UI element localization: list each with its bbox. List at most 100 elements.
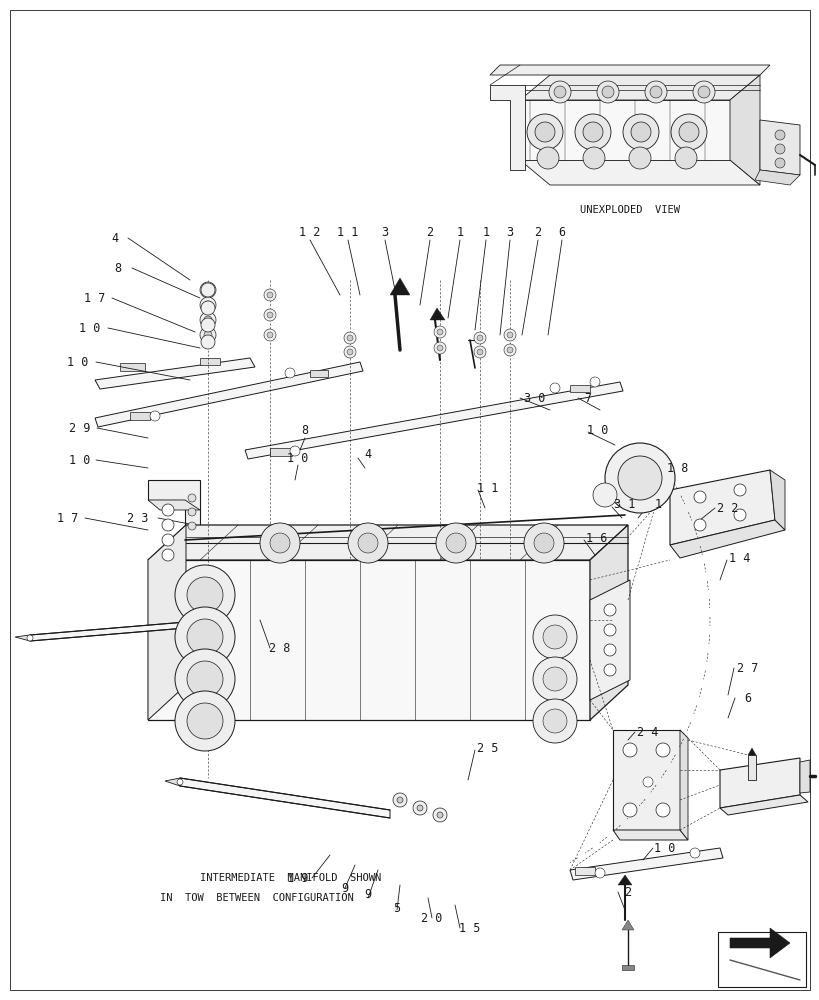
- Polygon shape: [569, 848, 722, 880]
- Polygon shape: [669, 520, 784, 558]
- Circle shape: [604, 604, 615, 616]
- Polygon shape: [719, 795, 807, 815]
- Text: 1 0: 1 0: [287, 452, 308, 464]
- Circle shape: [392, 793, 406, 807]
- Circle shape: [150, 411, 160, 421]
- Circle shape: [187, 661, 223, 697]
- Text: 3: 3: [506, 226, 513, 238]
- Circle shape: [27, 635, 33, 641]
- Polygon shape: [618, 875, 631, 885]
- Text: 1 0: 1 0: [79, 322, 101, 334]
- Circle shape: [437, 329, 442, 335]
- Circle shape: [433, 326, 446, 338]
- Polygon shape: [769, 470, 784, 530]
- Text: UNEXPLODED  VIEW: UNEXPLODED VIEW: [579, 205, 679, 215]
- Polygon shape: [147, 525, 186, 720]
- Text: 1 1: 1 1: [477, 482, 498, 494]
- Bar: [130, 412, 150, 420]
- Text: 9: 9: [364, 888, 371, 902]
- Circle shape: [532, 657, 577, 701]
- Circle shape: [446, 533, 465, 553]
- Circle shape: [204, 286, 212, 294]
- Circle shape: [200, 312, 215, 328]
- Circle shape: [174, 607, 235, 667]
- Circle shape: [200, 297, 215, 313]
- Circle shape: [645, 81, 666, 103]
- Circle shape: [477, 349, 482, 355]
- Polygon shape: [590, 525, 627, 720]
- Text: 1 9: 1 9: [287, 871, 308, 884]
- Polygon shape: [747, 748, 755, 755]
- Text: 2 2: 2 2: [717, 502, 738, 514]
- Polygon shape: [754, 170, 799, 185]
- Text: 1: 1: [654, 498, 661, 512]
- Polygon shape: [519, 100, 729, 160]
- Text: 3 0: 3 0: [523, 391, 545, 404]
- Circle shape: [532, 615, 577, 659]
- Circle shape: [604, 624, 615, 636]
- Circle shape: [774, 130, 784, 140]
- Circle shape: [523, 523, 563, 563]
- Text: 3 1: 3 1: [613, 498, 635, 512]
- Circle shape: [260, 523, 300, 563]
- Polygon shape: [429, 308, 445, 320]
- Text: 1 1: 1 1: [337, 226, 358, 238]
- Text: 8: 8: [115, 261, 121, 274]
- Circle shape: [269, 533, 290, 553]
- Circle shape: [200, 282, 215, 298]
- Circle shape: [670, 114, 706, 150]
- Polygon shape: [669, 470, 774, 545]
- Bar: [717, 932, 805, 987]
- Circle shape: [187, 619, 223, 655]
- Circle shape: [542, 625, 566, 649]
- Circle shape: [774, 158, 784, 168]
- Circle shape: [267, 332, 273, 338]
- Circle shape: [504, 344, 515, 356]
- Circle shape: [527, 114, 563, 150]
- Circle shape: [201, 283, 215, 297]
- Circle shape: [473, 346, 486, 358]
- Circle shape: [506, 332, 513, 338]
- Circle shape: [554, 86, 565, 98]
- Text: 1: 1: [482, 226, 489, 238]
- Circle shape: [417, 805, 423, 811]
- Circle shape: [187, 703, 223, 739]
- Circle shape: [177, 779, 183, 785]
- Circle shape: [506, 347, 513, 353]
- Polygon shape: [390, 278, 410, 295]
- Circle shape: [473, 332, 486, 344]
- Circle shape: [574, 114, 610, 150]
- Circle shape: [188, 508, 196, 516]
- Circle shape: [628, 147, 650, 169]
- Text: 1 4: 1 4: [728, 552, 749, 564]
- Circle shape: [162, 519, 174, 531]
- Text: 2 0: 2 0: [421, 912, 442, 924]
- Circle shape: [174, 565, 235, 625]
- Bar: [574, 867, 595, 875]
- Circle shape: [346, 349, 352, 355]
- Circle shape: [200, 327, 215, 343]
- Circle shape: [595, 868, 604, 878]
- Bar: [747, 755, 755, 780]
- Circle shape: [504, 329, 515, 341]
- Text: 2 4: 2 4: [636, 726, 658, 738]
- Circle shape: [344, 346, 355, 358]
- Circle shape: [678, 122, 698, 142]
- Text: 2 7: 2 7: [736, 662, 758, 674]
- Circle shape: [674, 147, 696, 169]
- Bar: [310, 370, 328, 377]
- Circle shape: [413, 801, 427, 815]
- Text: 4: 4: [111, 232, 119, 244]
- Circle shape: [432, 808, 446, 822]
- Circle shape: [604, 664, 615, 676]
- Circle shape: [285, 368, 295, 378]
- Circle shape: [622, 114, 658, 150]
- Polygon shape: [165, 778, 180, 786]
- Circle shape: [536, 147, 559, 169]
- Text: 2: 2: [426, 226, 433, 238]
- Circle shape: [533, 533, 554, 553]
- Polygon shape: [30, 620, 210, 641]
- Polygon shape: [719, 758, 799, 808]
- Circle shape: [601, 86, 613, 98]
- Polygon shape: [613, 730, 679, 830]
